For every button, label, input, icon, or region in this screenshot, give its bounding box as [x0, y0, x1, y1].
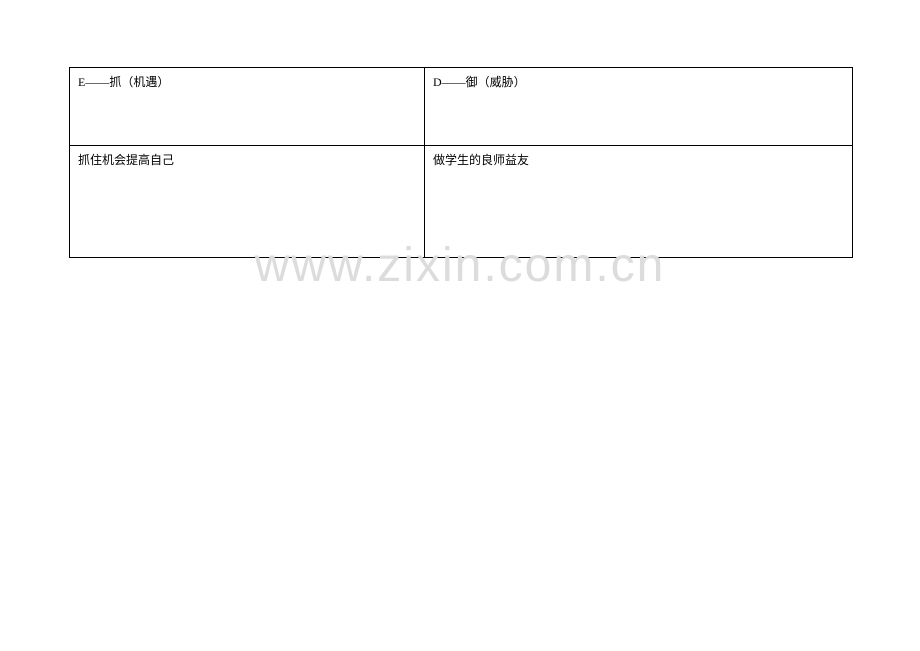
- cell-e-header: E——抓（机遇）: [70, 68, 425, 146]
- swot-table: E——抓（机遇） D——御（威胁） 抓住机会提高自己 做学生的良师益友: [69, 67, 853, 258]
- cell-d-header: D——御（威胁）: [425, 68, 853, 146]
- cell-e-content: 抓住机会提高自己: [70, 146, 425, 258]
- table-row: E——抓（机遇） D——御（威胁）: [70, 68, 853, 146]
- document-page: { "table": { "left_px": 69, "top_px": 67…: [0, 0, 920, 651]
- table-row: 抓住机会提高自己 做学生的良师益友: [70, 146, 853, 258]
- cell-d-content: 做学生的良师益友: [425, 146, 853, 258]
